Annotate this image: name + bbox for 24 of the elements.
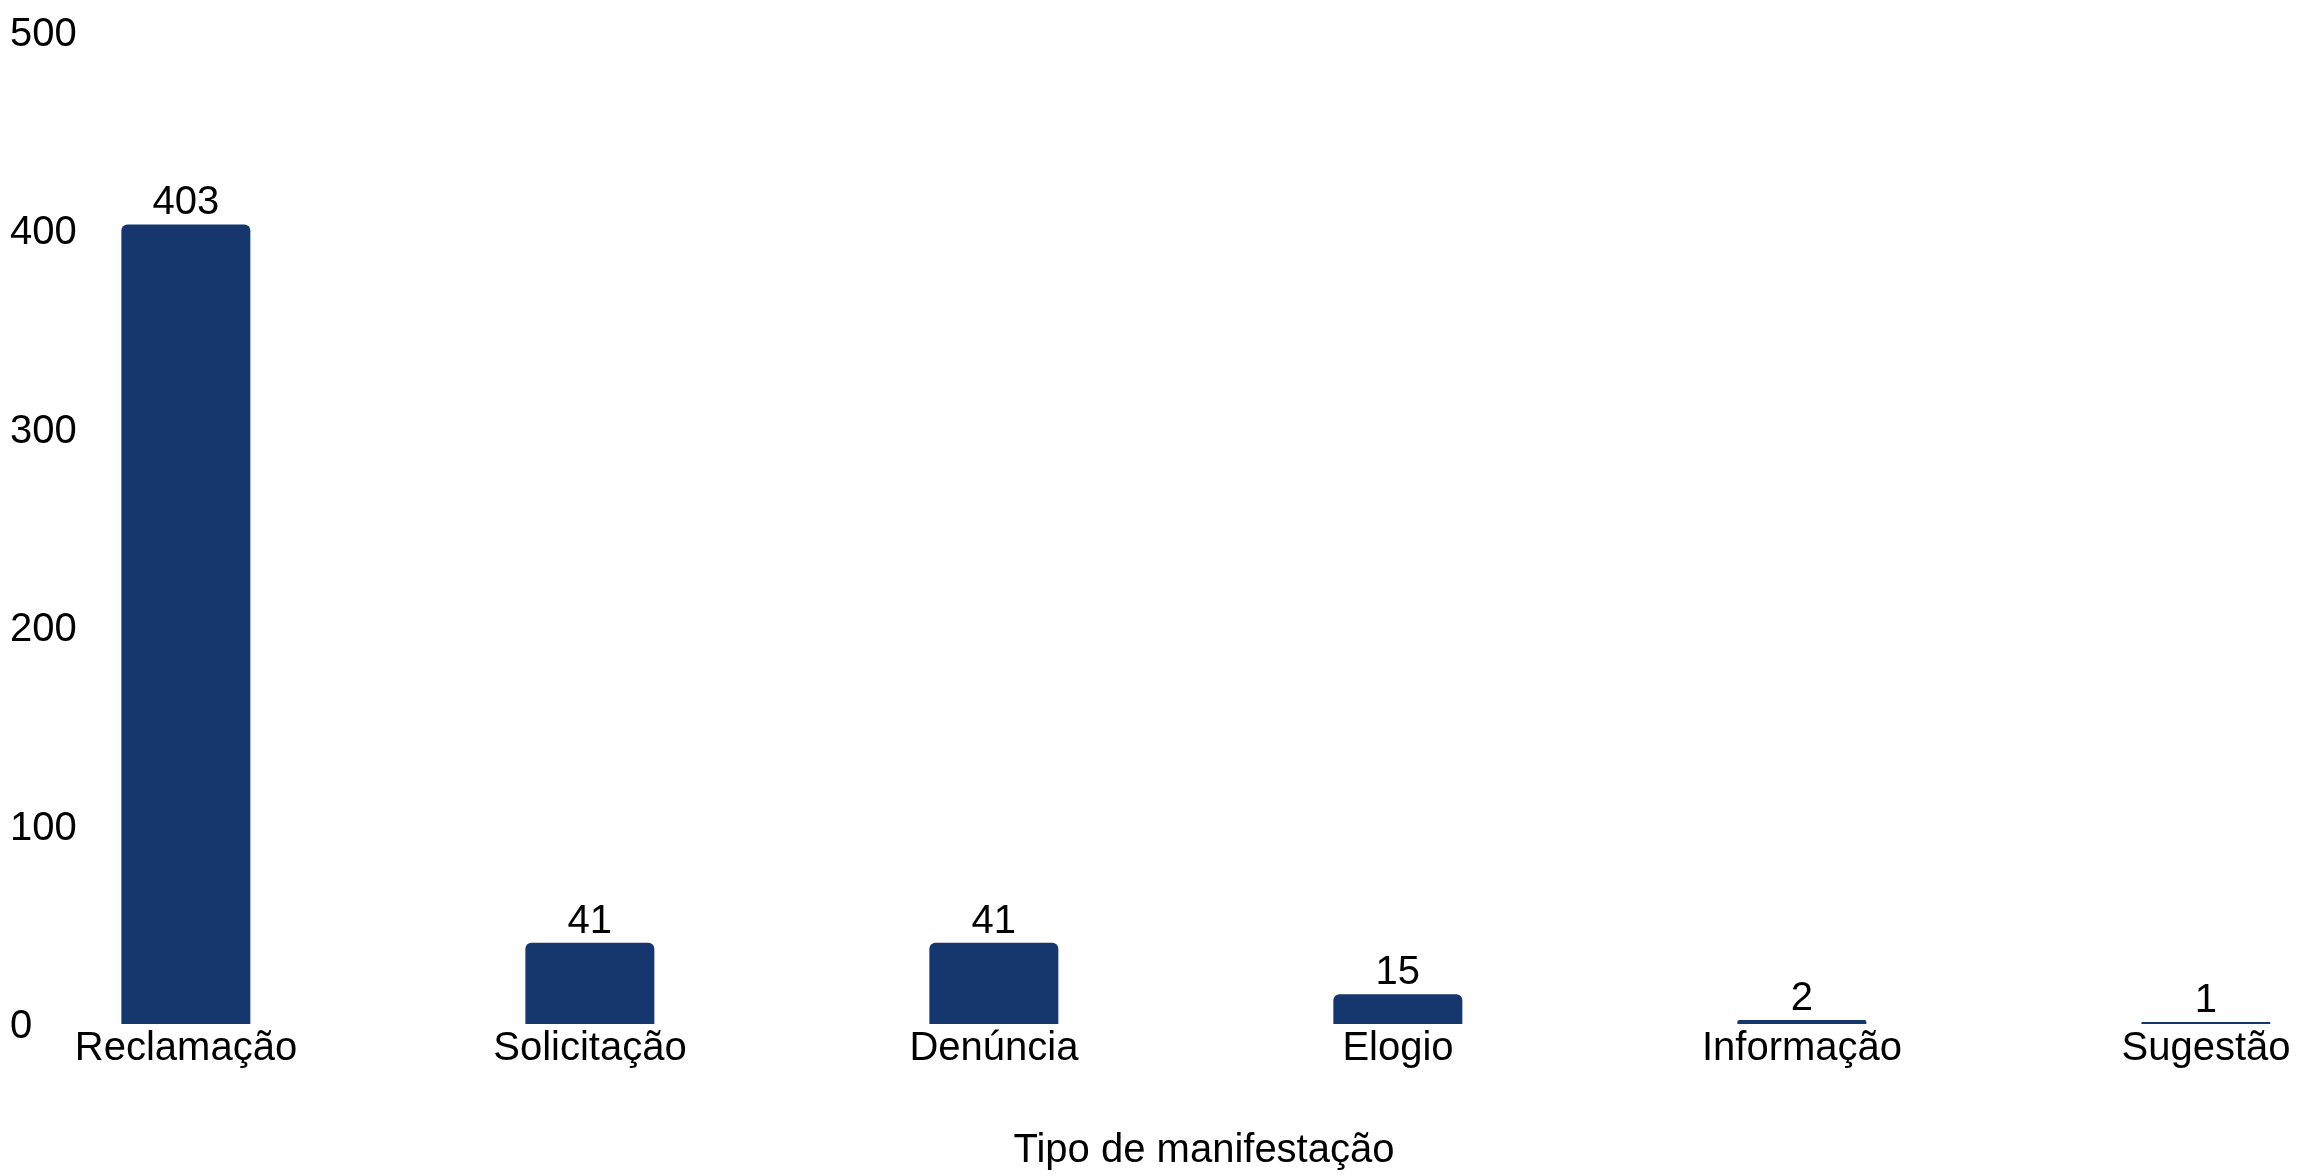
y-tick-label: 100 bbox=[10, 803, 77, 848]
bar bbox=[525, 942, 655, 1024]
bar bbox=[1333, 994, 1463, 1024]
x-tick-label: Denúncia bbox=[909, 1024, 1080, 1069]
x-tick-label: Elogio bbox=[1342, 1024, 1454, 1069]
bar bbox=[1737, 1020, 1867, 1024]
x-tick-label: Reclamação bbox=[74, 1024, 298, 1069]
bar bbox=[929, 942, 1059, 1024]
x-tick-label: Sugestão bbox=[2121, 1024, 2291, 1069]
bar bbox=[121, 224, 251, 1024]
data-label: 403 bbox=[152, 178, 220, 223]
data-label: 2 bbox=[1790, 974, 1813, 1019]
y-tick-label: 400 bbox=[10, 208, 77, 253]
x-tick-label: Informação bbox=[1701, 1024, 1903, 1069]
data-label: 41 bbox=[567, 896, 613, 941]
data-label: 1 bbox=[2194, 976, 2217, 1021]
data-label: 41 bbox=[971, 896, 1017, 941]
data-label: 15 bbox=[1375, 948, 1421, 993]
y-tick-label: 0 bbox=[10, 1002, 33, 1046]
y-tick-label: 500 bbox=[10, 10, 77, 54]
x-axis-title: Tipo de manifestação bbox=[1013, 1126, 1395, 1170]
y-tick-label: 300 bbox=[10, 406, 77, 451]
x-tick-label: Solicitação bbox=[493, 1024, 687, 1069]
y-tick-label: 200 bbox=[10, 605, 77, 650]
